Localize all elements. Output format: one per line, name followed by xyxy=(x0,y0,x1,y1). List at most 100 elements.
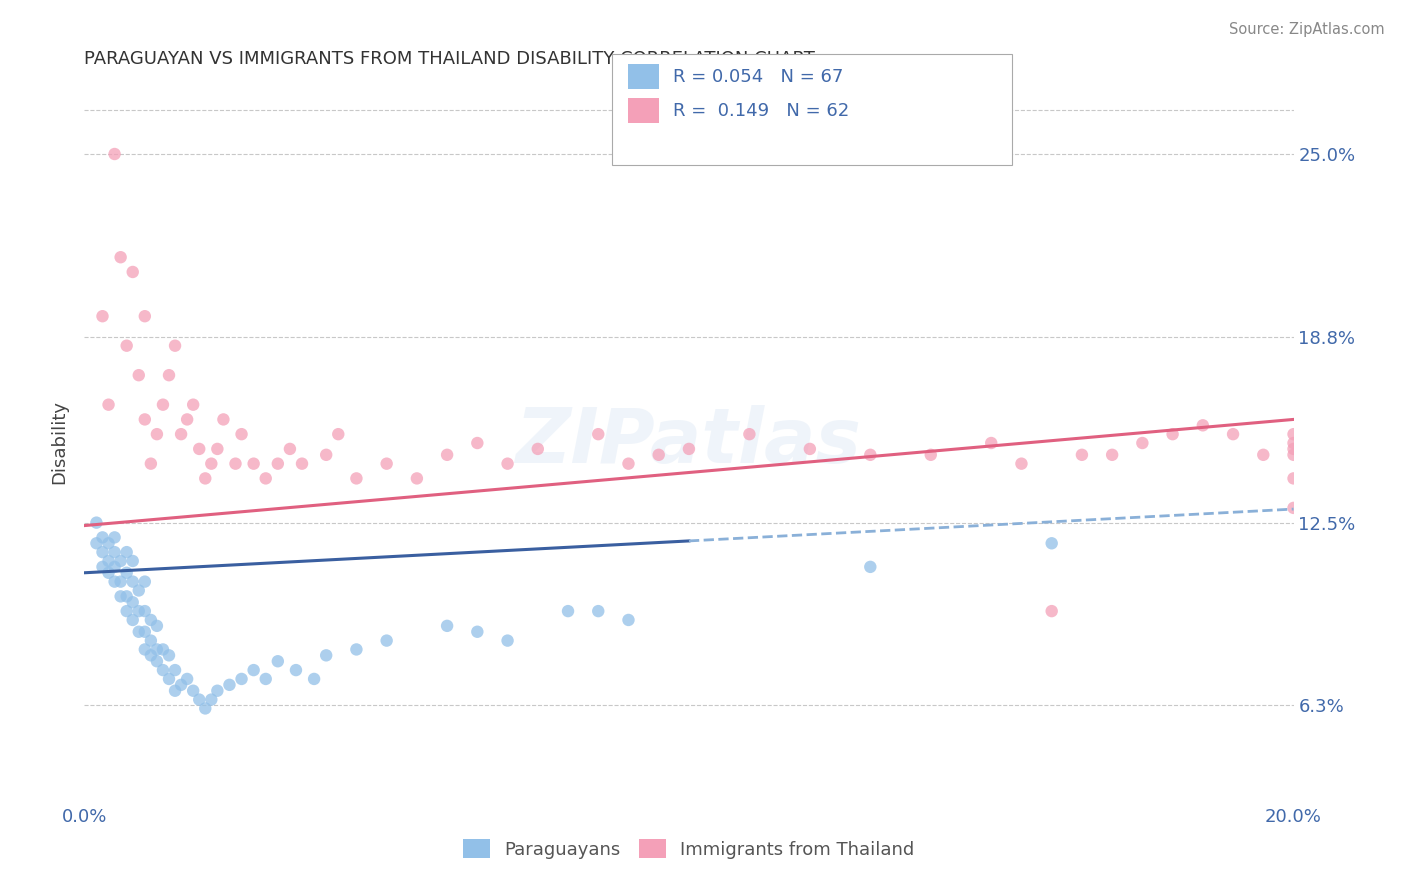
Point xyxy=(194,701,217,715)
Point xyxy=(181,398,204,412)
Point xyxy=(110,554,132,568)
Point xyxy=(134,624,156,639)
Point xyxy=(139,648,162,663)
Point xyxy=(1253,448,1275,462)
Point xyxy=(1282,500,1305,515)
Point xyxy=(157,368,180,383)
Point xyxy=(152,663,174,677)
Point xyxy=(617,613,640,627)
Point xyxy=(139,633,162,648)
Point xyxy=(1192,418,1215,433)
Point xyxy=(104,574,127,589)
Point xyxy=(588,427,610,442)
Point xyxy=(278,442,301,456)
Point xyxy=(920,448,942,462)
Point xyxy=(128,604,150,618)
Point xyxy=(97,398,120,412)
Point xyxy=(267,654,290,668)
Point xyxy=(176,412,198,426)
Point xyxy=(207,442,229,456)
Point xyxy=(165,339,187,353)
Point xyxy=(134,604,156,618)
Point xyxy=(104,560,127,574)
Point xyxy=(115,545,138,559)
Point xyxy=(254,672,277,686)
Point xyxy=(799,442,821,456)
Point xyxy=(157,648,180,663)
Point xyxy=(207,683,229,698)
Point xyxy=(121,265,143,279)
Point xyxy=(134,642,156,657)
Point xyxy=(1282,471,1305,485)
Point xyxy=(346,471,368,485)
Point xyxy=(617,457,640,471)
Y-axis label: Disability: Disability xyxy=(51,400,69,483)
Point xyxy=(291,457,314,471)
Point xyxy=(1222,427,1244,442)
Point xyxy=(181,683,204,698)
Point xyxy=(146,427,169,442)
Point xyxy=(1011,457,1033,471)
Point xyxy=(194,471,217,485)
Point xyxy=(648,448,671,462)
Point xyxy=(91,545,114,559)
Point xyxy=(980,436,1002,450)
Point xyxy=(152,642,174,657)
Point xyxy=(218,678,240,692)
Point xyxy=(1071,448,1094,462)
Point xyxy=(212,412,235,426)
Point xyxy=(97,566,120,580)
Point xyxy=(121,554,143,568)
Point xyxy=(1161,427,1184,442)
Point xyxy=(200,692,222,706)
Point xyxy=(406,471,429,485)
Point xyxy=(1282,442,1305,456)
Point xyxy=(315,648,337,663)
Point xyxy=(328,427,350,442)
Point xyxy=(200,457,222,471)
Point xyxy=(231,672,253,686)
Point xyxy=(346,642,368,657)
Point xyxy=(91,309,114,323)
Point xyxy=(128,583,150,598)
Text: R =  0.149   N = 62: R = 0.149 N = 62 xyxy=(673,102,849,120)
Point xyxy=(496,633,519,648)
Point xyxy=(170,427,193,442)
Point xyxy=(128,368,150,383)
Point xyxy=(146,642,169,657)
Point xyxy=(225,457,247,471)
Point xyxy=(128,624,150,639)
Point xyxy=(678,442,700,456)
Point xyxy=(115,604,138,618)
Point xyxy=(104,147,127,161)
Point xyxy=(91,530,114,544)
Point xyxy=(436,448,458,462)
Point xyxy=(110,574,132,589)
Point xyxy=(115,566,138,580)
Text: Source: ZipAtlas.com: Source: ZipAtlas.com xyxy=(1229,22,1385,37)
Point xyxy=(859,448,882,462)
Point xyxy=(110,250,132,264)
Point xyxy=(375,457,398,471)
Point xyxy=(738,427,761,442)
Text: ZIPatlas: ZIPatlas xyxy=(516,405,862,478)
Point xyxy=(1101,448,1123,462)
Point xyxy=(97,536,120,550)
Point xyxy=(436,619,458,633)
Point xyxy=(467,436,489,450)
Point xyxy=(134,412,156,426)
Point xyxy=(1040,604,1063,618)
Point xyxy=(110,590,132,604)
Point xyxy=(242,457,264,471)
Point xyxy=(588,604,610,618)
Point xyxy=(527,442,550,456)
Point xyxy=(859,560,882,574)
Point xyxy=(557,604,579,618)
Point xyxy=(104,530,127,544)
Point xyxy=(97,554,120,568)
Point xyxy=(157,672,180,686)
Point xyxy=(139,613,162,627)
Point xyxy=(170,678,193,692)
Point xyxy=(134,574,156,589)
Point xyxy=(496,457,519,471)
